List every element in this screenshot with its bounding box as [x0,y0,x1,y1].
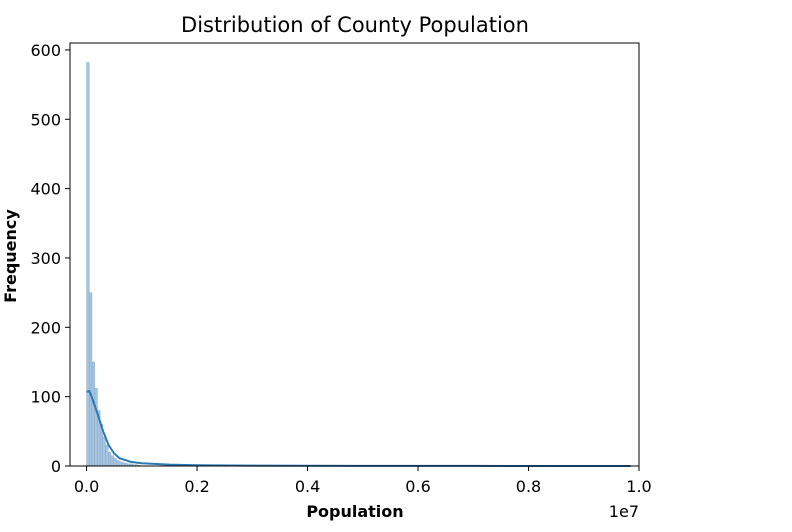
chart-title: Distribution of County Population [181,13,529,37]
kde-curve [86,389,631,467]
x-axis-ticks: 0.0 0.2 0.4 0.6 0.8 1.0 [74,466,652,496]
y-tick-label: 0 [51,457,61,476]
y-tick-label: 600 [30,41,61,60]
histogram-bar [113,458,117,467]
y-axis-ticks: 0 100 200 300 400 500 600 [30,41,70,476]
x-tick-label: 0.4 [295,477,320,496]
histogram-bar [102,436,106,467]
y-tick-label: 300 [30,249,61,268]
y-tick-label: 200 [30,318,61,337]
histogram-bars [86,62,141,467]
y-axis-label: Frequency [1,209,20,303]
histogram-bar [89,292,93,467]
x-tick-label: 1.0 [626,477,651,496]
x-axis-offset-label: 1e7 [609,502,639,521]
histogram-bar [91,361,95,467]
y-tick-label: 100 [30,388,61,407]
x-tick-label: 0.2 [184,477,209,496]
y-tick-label: 400 [30,180,61,199]
histogram-bar [118,461,122,467]
x-tick-label: 0.0 [74,477,99,496]
histogram-bar [121,462,125,467]
y-tick-label: 500 [30,110,61,129]
x-tick-label: 0.8 [516,477,541,496]
plot-frame [69,42,640,467]
x-tick-label: 0.6 [405,477,430,496]
histogram-bar [110,455,114,467]
histogram-bar [108,451,112,467]
histogram-bar [86,62,90,467]
histogram-bar [94,388,98,467]
histogram-bar [105,444,109,467]
x-axis-label: Population [306,502,403,521]
histogram-bar [116,460,120,467]
